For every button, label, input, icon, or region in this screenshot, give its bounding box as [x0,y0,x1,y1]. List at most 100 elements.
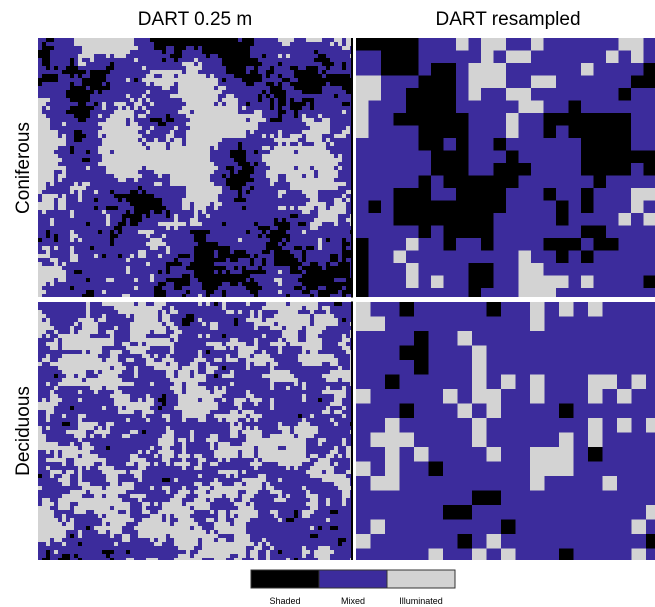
map-cell [194,198,198,202]
map-cell [326,378,330,382]
map-cell [290,434,294,438]
map-cell [298,450,302,454]
map-cell [58,274,62,278]
map-cell [302,222,306,226]
map-cell [246,482,250,486]
map-cell [234,450,238,454]
map-cell [114,402,118,406]
map-cell [258,414,262,418]
map-cell [134,102,138,106]
map-cell [603,375,618,390]
map-cell [146,450,150,454]
map-cell [74,554,78,558]
map-cell [182,282,186,286]
map-cell [150,202,154,206]
map-cell [42,514,46,518]
map-cell [74,494,78,498]
map-cell [302,210,306,214]
map-cell [106,486,110,490]
map-cell [230,414,234,418]
map-cell [90,434,94,438]
map-cell [326,322,330,326]
map-cell [594,163,607,176]
map-cell [194,158,198,162]
map-cell [202,114,206,118]
map-cell [234,130,238,134]
map-cell [206,294,210,297]
map-cell [310,282,314,286]
map-cell [306,38,310,42]
map-cell [294,286,298,290]
map-cell [46,50,50,54]
map-cell [158,254,162,258]
map-cell [182,322,186,326]
map-cell [302,546,306,550]
map-cell [162,78,166,82]
map-cell [130,38,134,42]
map-cell [282,302,286,306]
map-cell [298,102,302,106]
map-cell [162,282,166,286]
map-cell [142,254,146,258]
map-cell [134,406,138,410]
map-cell [222,118,226,122]
map-cell [318,266,322,270]
map-cell [50,150,54,154]
map-cell [218,86,222,90]
map-cell [230,486,234,490]
map-cell [322,54,326,58]
map-cell [150,146,154,150]
map-cell [238,58,242,62]
map-cell [90,38,94,42]
map-cell [294,438,298,442]
map-cell [494,188,507,201]
map-cell [130,302,134,306]
map-cell [146,342,150,346]
map-cell [494,38,507,51]
map-cell [42,446,46,450]
map-cell [222,386,226,390]
map-cell [134,430,138,434]
map-cell [138,202,142,206]
map-cell [178,222,182,226]
map-cell [82,346,86,350]
map-cell [487,534,502,549]
map-cell [342,266,346,270]
map-cell [50,398,54,402]
map-cell [82,502,86,506]
map-cell [186,506,190,510]
map-cell [306,514,310,518]
map-cell [142,162,146,166]
map-cell [234,158,238,162]
map-cell [194,162,198,166]
map-cell [214,78,218,82]
map-cell [118,306,122,310]
map-cell [202,178,206,182]
legend-label: Shaded [269,596,300,606]
map-cell [214,126,218,130]
map-cell [581,63,594,76]
map-cell [78,342,82,346]
map-cell [242,530,246,534]
map-cell [78,318,82,322]
map-cell [222,278,226,282]
map-cell [86,330,90,334]
map-cell [138,186,142,190]
map-cell [122,42,126,46]
map-cell [198,186,202,190]
map-cell [238,198,242,202]
map-cell [190,158,194,162]
map-cell [226,542,230,546]
map-cell [290,166,294,170]
map-cell [234,454,238,458]
map-cell [42,398,46,402]
map-cell [54,518,58,522]
map-cell [214,110,218,114]
map-cell [166,530,170,534]
map-cell [138,450,142,454]
map-cell [74,270,78,274]
map-cell [106,338,110,342]
map-cell [230,98,234,102]
map-cell [218,54,222,58]
map-cell [262,538,266,542]
